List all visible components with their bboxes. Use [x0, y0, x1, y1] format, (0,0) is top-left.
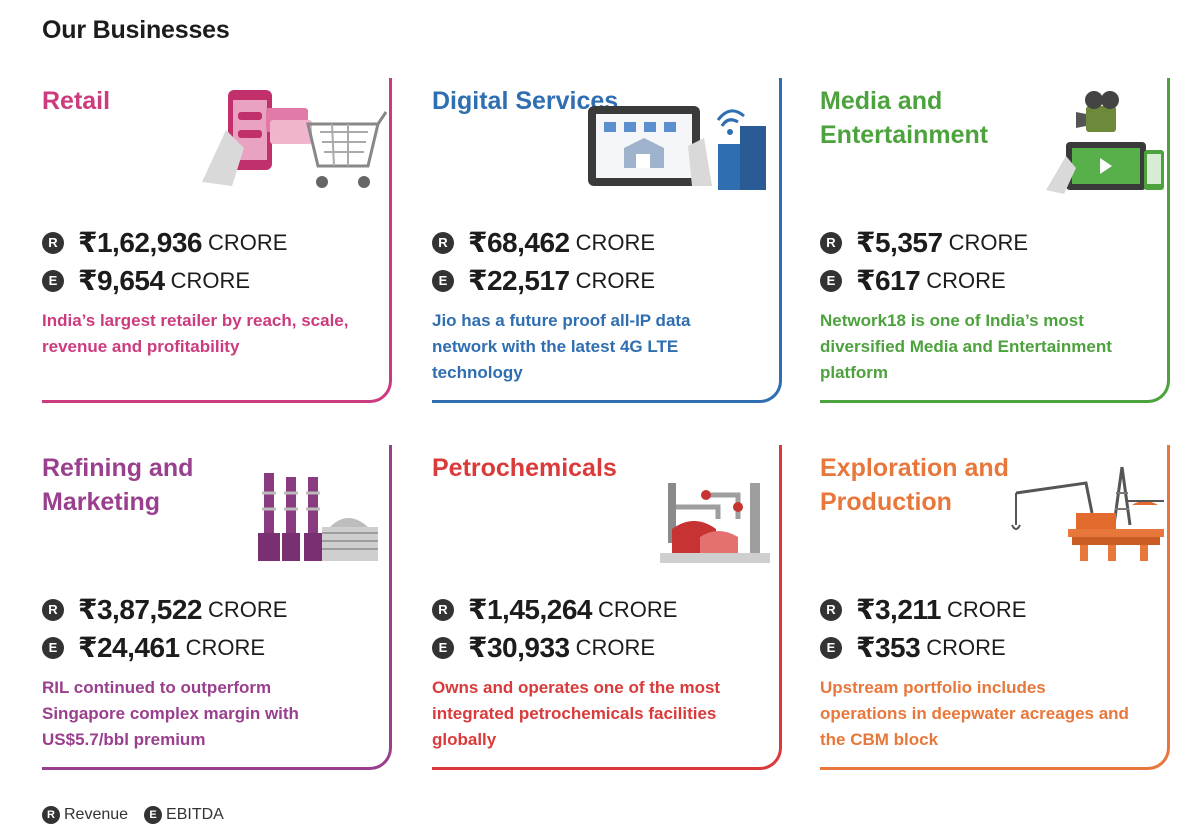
revenue-badge-icon: R	[432, 598, 454, 621]
ebitda-unit: CRORE	[575, 634, 656, 660]
card-description: Owns and operates one of the most integr…	[432, 678, 721, 749]
ebitda-unit: CRORE	[575, 267, 656, 293]
card-description: Network18 is one of India’s most diversi…	[820, 311, 1112, 382]
revenue-figure: R ₹3,211 CRORE	[820, 593, 1026, 626]
revenue-value: ₹1,45,264	[468, 594, 592, 625]
oil-rig-icon	[1011, 466, 1164, 561]
ebitda-unit: CRORE	[170, 267, 251, 293]
ebitda-badge-icon: E	[820, 636, 842, 659]
ebitda-figure: E ₹9,654 CRORE	[42, 264, 250, 297]
ebitda-badge-icon: E	[42, 636, 64, 659]
card-frame	[42, 78, 392, 403]
ebitda-value: ₹9,654	[78, 265, 165, 296]
petrochemical-plant-icon	[660, 483, 770, 563]
card-title: Retail	[42, 87, 111, 115]
media-camera-icon	[1046, 91, 1164, 194]
card-description: Upstream portfolio includes operations i…	[820, 678, 1129, 749]
card-title: Digital Services	[432, 87, 619, 115]
card-frame	[432, 78, 782, 403]
card-title: Refining and Marketing	[42, 454, 194, 516]
card-frame	[820, 445, 1170, 770]
revenue-figure: R ₹1,62,936 CRORE	[42, 226, 287, 259]
ebitda-value: ₹353	[856, 632, 921, 663]
revenue-badge-icon: R	[42, 806, 60, 824]
revenue-figure: R ₹1,45,264 CRORE	[432, 593, 677, 626]
ebitda-badge-icon: E	[820, 269, 842, 292]
ebitda-value: ₹30,933	[468, 632, 570, 663]
business-card-retail: Retail R ₹1,62,936 CRORE E ₹9,654 CRORE …	[42, 78, 392, 418]
revenue-unit: CRORE	[575, 229, 656, 255]
revenue-unit: CRORE	[207, 596, 288, 622]
ebitda-badge-icon: E	[432, 269, 454, 292]
ebitda-value: ₹617	[856, 265, 921, 296]
ebitda-figure: E ₹22,517 CRORE	[432, 264, 655, 297]
revenue-value: ₹1,62,936	[78, 227, 202, 258]
revenue-value: ₹3,87,522	[78, 594, 202, 625]
ebitda-value: ₹24,461	[78, 632, 180, 663]
revenue-figure: R ₹5,357 CRORE	[820, 226, 1028, 259]
card-frame	[432, 445, 782, 770]
ebitda-figure: E ₹617 CRORE	[820, 264, 1006, 297]
business-card-refining: Refining and Marketing R ₹3,87,522 CRORE…	[42, 445, 392, 785]
digital-tablet-icon	[588, 106, 766, 190]
ebitda-unit: CRORE	[926, 267, 1006, 293]
revenue-value: ₹3,211	[856, 594, 942, 625]
revenue-badge-icon: R	[432, 231, 454, 254]
card-description: Jio has a future proof all-IP data netwo…	[432, 311, 691, 382]
revenue-badge-icon: R	[42, 598, 64, 621]
card-title: Petrochemicals	[432, 454, 617, 482]
card-frame	[820, 78, 1170, 403]
legend-revenue-label: Revenue	[64, 806, 129, 823]
card-title: Media and Entertainment	[820, 87, 989, 149]
refinery-icon	[258, 473, 378, 561]
revenue-unit: CRORE	[597, 596, 678, 622]
revenue-unit: CRORE	[207, 229, 288, 255]
ebitda-value: ₹22,517	[468, 265, 570, 296]
revenue-figure: R ₹3,87,522 CRORE	[42, 593, 287, 626]
business-card-exploration: Exploration and Production R ₹3,211 CROR…	[820, 445, 1170, 785]
ebitda-unit: CRORE	[185, 634, 266, 660]
business-card-petrochemicals: Petrochemicals R ₹1,45,264 CRORE E ₹30,9…	[432, 445, 782, 785]
revenue-value: ₹68,462	[468, 227, 570, 258]
revenue-unit: CRORE	[948, 229, 1029, 255]
business-card-media: Media and Entertainment R ₹5,357 CRORE E…	[820, 78, 1170, 418]
ebitda-unit: CRORE	[926, 634, 1006, 660]
legend: R Revenue E EBITDA	[42, 806, 240, 824]
card-frame	[42, 445, 392, 770]
ebitda-badge-icon: E	[42, 269, 64, 292]
revenue-badge-icon: R	[820, 231, 842, 254]
business-card-digital-services: Digital Services R ₹68,462 CRORE E ₹22,5…	[432, 78, 782, 418]
revenue-badge-icon: R	[820, 598, 842, 621]
revenue-unit: CRORE	[947, 596, 1027, 622]
ebitda-figure: E ₹353 CRORE	[820, 631, 1006, 664]
revenue-badge-icon: R	[42, 231, 64, 254]
page-title: Our Businesses	[42, 16, 230, 44]
card-description: India’s largest retailer by reach, scale…	[42, 311, 349, 356]
legend-ebitda-label: EBITDA	[166, 806, 224, 823]
card-title: Exploration and Production	[820, 454, 1009, 516]
revenue-value: ₹5,357	[856, 227, 943, 258]
ebitda-badge-icon: E	[432, 636, 454, 659]
card-description: RIL continued to outperform Singapore co…	[42, 678, 299, 749]
ebitda-figure: E ₹30,933 CRORE	[432, 631, 655, 664]
revenue-figure: R ₹68,462 CRORE	[432, 226, 655, 259]
retail-cart-icon	[202, 90, 388, 188]
ebitda-figure: E ₹24,461 CRORE	[42, 631, 265, 664]
ebitda-badge-icon: E	[144, 806, 163, 824]
